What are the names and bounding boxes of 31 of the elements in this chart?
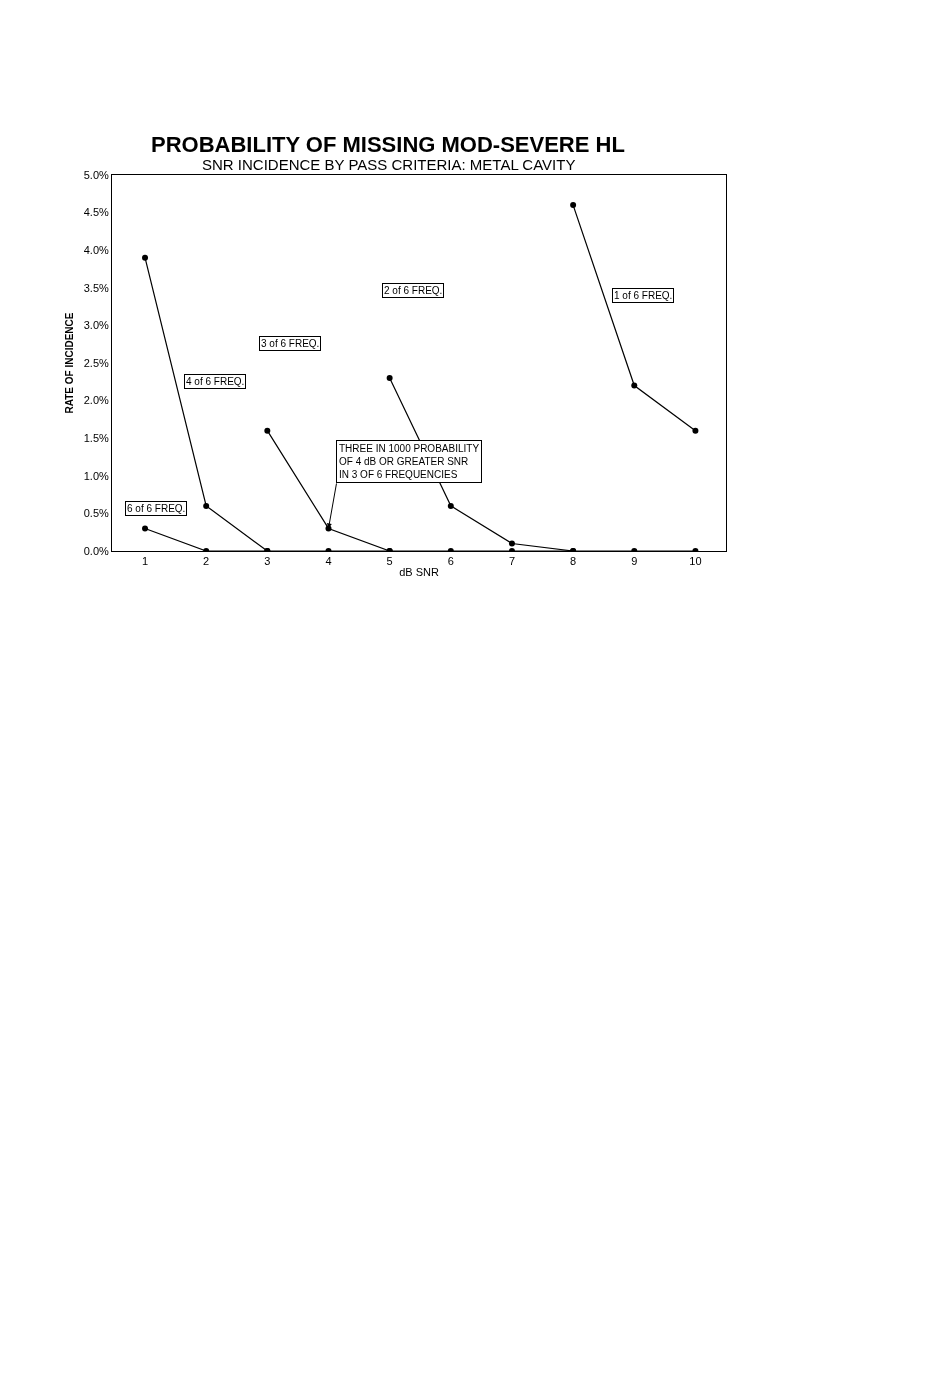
x-tick-label: 1 — [141, 555, 149, 568]
series-label: 6 of 6 FREQ. — [127, 503, 186, 514]
chart-title: PROBABILITY OF MISSING MOD-SEVERE HL — [151, 132, 625, 157]
series-label: 4 of 6 FREQ. — [186, 376, 245, 387]
x-tick-label: 4 — [325, 555, 332, 568]
x-tick-label: 3 — [264, 555, 271, 568]
y-tick-label: 5.0% — [83, 168, 110, 181]
series-label: 1 of 6 FREQ. — [614, 290, 673, 301]
y-tick-label: 0.5% — [83, 507, 110, 520]
y-tick-label: 3.5% — [83, 281, 110, 294]
chart-subtitle: SNR INCIDENCE BY PASS CRITERIA: METAL CAVITY — [202, 156, 576, 173]
x-tick-label: 2 — [203, 555, 210, 568]
y-tick-label: 4.0% — [83, 244, 110, 257]
y-tick-label: 2.0% — [83, 394, 110, 407]
y-tick-label: 1.5% — [83, 432, 110, 445]
x-tick-label: 5 — [386, 555, 393, 568]
y-tick-label: 2.5% — [83, 356, 110, 369]
y-tick-label: 0.0% — [83, 544, 110, 557]
x-tick-label: 9 — [631, 555, 638, 568]
y-tick-label: 4.5% — [83, 206, 110, 219]
text: 3 of 6 FREQ. — [261, 338, 320, 349]
text: 2 of 6 FREQ. — [384, 285, 443, 296]
annotation: THREE IN 1000 PROBABILITY OF 4 dB OR GREATER SNR IN 3 OF 6 FREQUENCIES — [339, 443, 480, 480]
x-tick-label: 8 — [570, 555, 577, 568]
y-tick-label: 1.0% — [83, 469, 110, 482]
y-tick-label: 3.0% — [83, 319, 110, 332]
x-axis-title: dB SNR — [399, 566, 439, 579]
x-tick-label: 6 — [447, 555, 454, 568]
y-axis-title: RATE OF INCIDENCE — [63, 312, 75, 414]
x-tick-label: 10 — [689, 555, 702, 568]
x-tick-label: 7 — [508, 555, 516, 568]
